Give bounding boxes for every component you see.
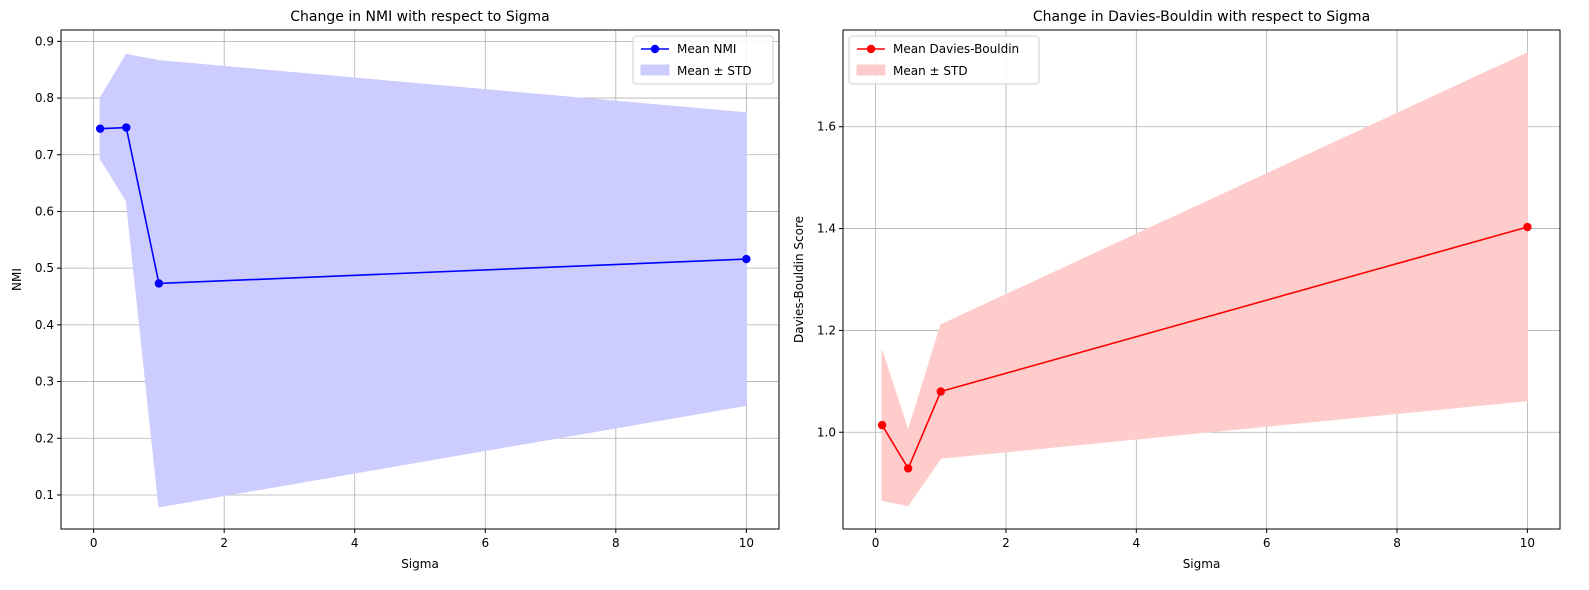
y-tick-label: 0.5: [35, 261, 54, 275]
data-point: [95, 124, 105, 133]
mean-line: [100, 126, 747, 285]
data-point: [742, 254, 751, 264]
y-tick-label: 1.0: [817, 425, 836, 439]
legend-band-swatch: [640, 64, 670, 76]
x-tick-label: 8: [612, 536, 620, 550]
legend-marker-swatch: [650, 44, 660, 54]
y-tick-label: 0.3: [35, 375, 54, 389]
x-tick-label: 8: [1393, 536, 1401, 550]
axes-frame: [60, 29, 780, 530]
legend-entry-band: Mean ± STD: [677, 64, 752, 78]
x-axis-label: Sigma: [401, 557, 439, 571]
x-tick-label: 6: [481, 536, 489, 550]
y-tick-label: 1.6: [817, 120, 836, 134]
y-axis-label: Davies-Bouldin Score: [792, 216, 806, 343]
data-point: [1523, 222, 1532, 232]
x-axis-label: Sigma: [1183, 557, 1221, 571]
std-band: [99, 53, 747, 508]
x-tick-label: 6: [1263, 536, 1271, 550]
x-tick-label: 0: [90, 536, 98, 550]
axes-frame: [842, 29, 1561, 530]
x-tick-label: 10: [1520, 536, 1535, 550]
y-axis-label: NMI: [10, 268, 24, 291]
y-tick-label: 0.9: [35, 34, 54, 48]
mean-line: [881, 226, 1528, 471]
legend-band-swatch: [856, 64, 886, 76]
x-tick-label: 4: [351, 536, 359, 550]
data-point: [936, 387, 945, 396]
legend-marker-swatch: [866, 44, 876, 54]
x-tick-label: 2: [1002, 536, 1010, 550]
data-point: [877, 420, 887, 430]
y-tick-label: 0.4: [35, 318, 54, 332]
chart-title: Change in Davies-Bouldin with respect to…: [1033, 9, 1370, 25]
chart-title: Change in NMI with respect to Sigma: [290, 9, 549, 25]
y-tick-label: 0.8: [35, 91, 54, 105]
x-tick-label: 4: [1132, 536, 1140, 550]
x-tick-label: 2: [220, 536, 228, 550]
data-point: [122, 123, 131, 132]
y-tick-label: 1.4: [817, 222, 836, 236]
y-tick-label: 0.1: [35, 488, 54, 502]
legend-entry-band: Mean ± STD: [893, 64, 968, 78]
legend-box: [848, 35, 1040, 85]
legend-entry-mean: Mean NMI: [677, 42, 736, 56]
y-tick-label: 0.7: [35, 148, 54, 162]
y-tick-label: 0.2: [35, 431, 54, 445]
data-point: [154, 279, 164, 288]
nmi-chart-panel: 0 2 4 6 8 10 0.1 0.2 0.3 0.4 0.5 0.6 0.7 0.8 0.9 Change…: [10, 9, 780, 571]
y-tick-label: 0.6: [35, 204, 54, 218]
std-band: [881, 52, 1528, 507]
y-tick-label: 1.2: [817, 323, 836, 337]
legend-entry-mean: Mean Davies-Bouldin: [893, 42, 1019, 56]
legend: Mean Davies-Bouldin Mean ± STD: [848, 35, 1040, 85]
legend: Mean NMI Mean ± STD: [632, 35, 774, 85]
x-tick-label: 0: [872, 536, 880, 550]
davies-bouldin-chart-panel: 0 2 4 6 8 10 1.0 1.2 1.4 1.6 Change in Davies-Boul…: [792, 9, 1561, 571]
x-tick-label: 10: [739, 536, 754, 550]
data-point: [903, 464, 913, 473]
